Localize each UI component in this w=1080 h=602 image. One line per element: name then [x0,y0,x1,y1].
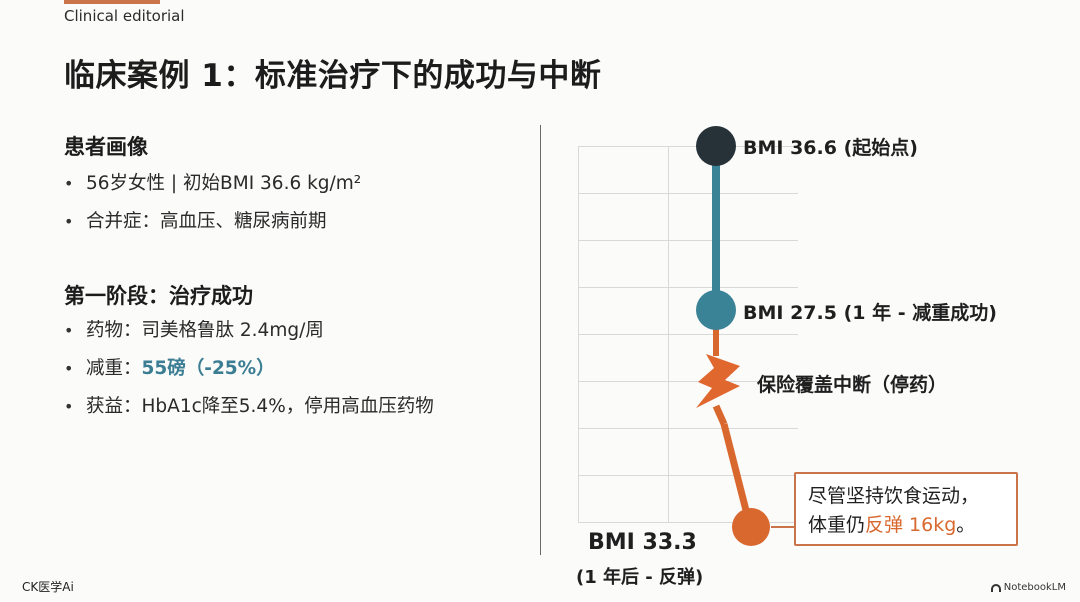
grid-line [578,240,798,241]
bullet-icon: • [64,212,74,231]
patient-profile-list: • 56岁女性 | 初始BMI 36.6 kg/m² • 合并症：高血压、糖尿病前期 [64,169,361,245]
list-item-prefix: 药物： [86,320,142,341]
list-item-text: 合并症：高血压、糖尿病前期 [86,211,327,232]
grid-line [578,428,798,429]
grid-line [578,334,798,335]
bullet-icon: • [64,174,74,193]
phase-one-list: • 药物： 司美格鲁肽 2.4mg/周 • 减重： 55磅（-25%） • 获益： HbA1… [64,316,434,430]
phase-one-heading: 第一阶段：治疗成功 [64,284,253,308]
callout-text: 。 [956,514,976,536]
grid-line [578,522,798,523]
end-label: BMI 33.3 [588,530,697,555]
watermark-label: CK医学Ai [22,580,74,594]
bullet-icon: • [64,321,74,340]
callout-line-2: 体重仍反弹 16kg。 [808,511,1016,540]
column-divider [540,125,541,555]
rebound-callout: 尽管坚持饮食运动， 体重仍反弹 16kg。 [794,472,1018,546]
rebound-highlight: 反弹 16kg [865,514,957,536]
list-item-text: 56岁女性 | 初始BMI 36.6 kg/m² [86,173,362,194]
list-item: • 获益： HbA1c降至5.4%，停用高血压药物 [64,392,434,430]
list-item: • 减重： 55磅（-25%） [64,354,434,392]
top-accent-bar [64,0,160,4]
bullet-icon: • [64,359,74,378]
list-item-prefix: 减重： [86,358,142,379]
lightning-bolt-icon [696,354,740,408]
mid-label: BMI 27.5 (1 年 - 减重成功) [743,302,997,324]
brand-label: Clinical editorial [64,7,185,25]
callout-line-1: 尽管坚持饮食运动， [808,485,980,507]
grid-line [578,146,798,147]
grid-line [578,287,798,288]
grid-line [578,193,798,194]
bullet-icon: • [64,397,74,416]
end-sublabel: (1 年后 - 反弹) [576,567,704,588]
list-item-prefix: 获益： [86,396,142,417]
list-item: • 56岁女性 | 初始BMI 36.6 kg/m² [64,169,361,207]
break-label: 保险覆盖中断（停药） [757,374,948,396]
notebooklm-text: NotebookLM [1003,582,1066,593]
start-label: BMI 36.6 (起始点) [743,137,918,159]
page-title: 临床案例 1：标准治疗下的成功与中断 [64,58,602,94]
start-marker [696,126,736,166]
list-item: • 药物： 司美格鲁肽 2.4mg/周 [64,316,434,354]
rebound-segment [712,404,728,426]
list-item-value: 司美格鲁肽 2.4mg/周 [141,320,324,341]
callout-text: 体重仍 [808,514,866,536]
patient-profile-heading: 患者画像 [64,135,148,159]
grid-line [578,146,579,522]
mid-marker [696,290,736,330]
notebooklm-logo: NotebookLM [990,582,1066,593]
grid-line [578,381,798,382]
grid-line [668,146,669,522]
notebooklm-icon [990,583,1001,592]
list-item: • 合并症：高血压、糖尿病前期 [64,207,361,245]
end-marker [732,508,770,546]
grid-line [578,475,798,476]
list-item-value: HbA1c降至5.4%，停用高血压药物 [141,396,434,417]
weight-loss-value: 55磅（-25%） [141,358,275,379]
